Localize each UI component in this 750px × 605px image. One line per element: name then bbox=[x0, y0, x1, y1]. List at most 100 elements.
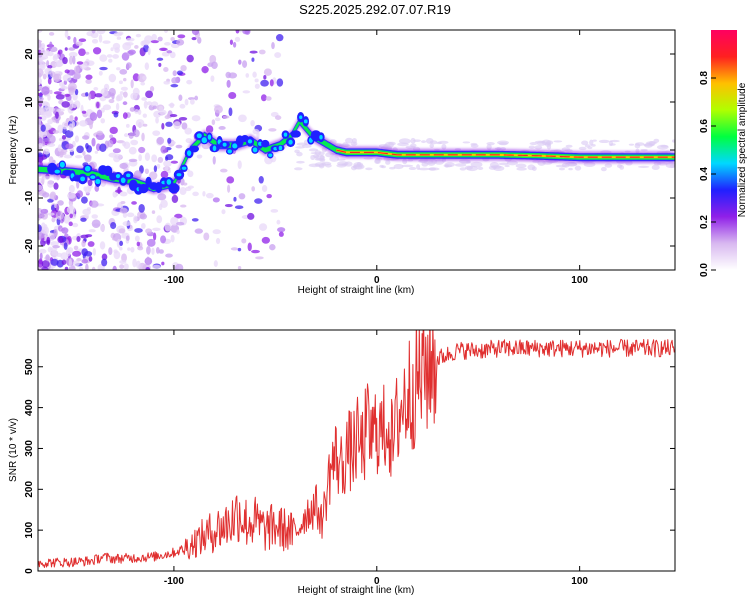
spectrogram-noise-speckle bbox=[94, 150, 99, 154]
spectrogram-noise-speckle bbox=[145, 90, 154, 99]
snr-panel: -100 0 100 0 100 200 300 400 500 Height of stra… bbox=[8, 329, 676, 596]
colorbar-gradient bbox=[711, 30, 737, 270]
spectrogram-noise-speckle bbox=[161, 122, 165, 130]
spectrogram-noise-speckle bbox=[84, 51, 90, 55]
spectrogram-halo-speckle bbox=[581, 140, 589, 146]
spectrogram-noise-speckle bbox=[71, 102, 78, 109]
spectrogram-noise-speckle bbox=[65, 143, 74, 150]
spectrogram-noise-speckle bbox=[119, 69, 128, 75]
colorbar-tick-label: 0.4 bbox=[699, 167, 710, 181]
spectrogram-noise-speckle bbox=[263, 68, 272, 76]
spectrogram-halo-speckle bbox=[462, 141, 471, 144]
spectrogram-halo-speckle bbox=[466, 165, 479, 172]
spectrogram-halo-speckle bbox=[574, 165, 582, 171]
spectrogram-noise-speckle bbox=[194, 228, 203, 234]
spectrogram-noise-speckle bbox=[74, 88, 79, 96]
spectrogram-noise-speckle bbox=[176, 229, 180, 235]
spectrogram-noise-speckle bbox=[42, 192, 50, 198]
spectrogram-noise-speckle bbox=[91, 266, 96, 270]
spectrogram-ridge-peak bbox=[336, 149, 675, 158]
spectrogram-noise-speckle bbox=[141, 132, 145, 142]
spectrogram-halo-speckle bbox=[488, 165, 497, 170]
spectrogram-noise-speckle bbox=[38, 130, 48, 138]
spectrogram-noise-speckle bbox=[141, 39, 150, 46]
spectrogram-noise-speckle bbox=[242, 90, 251, 94]
spectrogram-ridge-core bbox=[288, 139, 293, 145]
spectrogram-noise-speckle bbox=[63, 242, 68, 250]
spectrogram-noise-speckle bbox=[84, 214, 89, 218]
spectrogram-noise-speckle bbox=[238, 114, 247, 123]
spectrogram-noise-speckle bbox=[38, 143, 43, 148]
spectrogram-noise-speckle bbox=[202, 190, 206, 197]
spectrogram-noise-speckle bbox=[53, 53, 61, 59]
spectrogram-halo-speckle bbox=[651, 164, 660, 171]
spectrogram-halo-speckle bbox=[589, 139, 594, 146]
spectrogram-noise-speckle bbox=[58, 138, 64, 142]
spectrogram-noise-speckle bbox=[122, 212, 128, 218]
spectrogram-noise-speckle bbox=[276, 219, 281, 225]
figure-title: S225.2025.292.07.07.R19 bbox=[299, 2, 451, 17]
spectrogram-noise-speckle bbox=[64, 93, 71, 97]
spectrogram-noise-speckle bbox=[108, 58, 113, 63]
spectrogram-halo-speckle bbox=[413, 139, 422, 142]
spectrogram-noise-speckle bbox=[163, 30, 169, 34]
spectrogram-halo-speckle bbox=[592, 139, 597, 142]
spectrogram-noise-speckle bbox=[128, 132, 134, 139]
spectrogram-halo-speckle bbox=[637, 165, 650, 168]
spectrogram-noise-speckle bbox=[99, 224, 105, 232]
spectrogram-noise-speckle bbox=[38, 68, 44, 77]
spectrogram-noise-speckle bbox=[52, 245, 60, 249]
spectrogram-noise-speckle bbox=[73, 36, 77, 44]
spectrogram-halo-speckle bbox=[325, 163, 332, 168]
spectrogram-noise-speckle bbox=[116, 94, 123, 101]
spectrogram-noise-speckle bbox=[98, 70, 103, 76]
spectrogram-halo-speckle bbox=[388, 141, 396, 146]
spectrogram-noise-speckle bbox=[52, 130, 59, 134]
spectrogram-noise-speckle bbox=[238, 59, 242, 65]
spectrogram-noise-speckle bbox=[82, 150, 86, 156]
colorbar-tick-label: 0.0 bbox=[699, 263, 710, 277]
spectrogram-noise-speckle bbox=[169, 51, 176, 59]
spectrogram-noise-speckle bbox=[140, 81, 146, 86]
spectrogram-noise-speckle bbox=[136, 241, 141, 247]
spectrogram-noise-speckle bbox=[152, 130, 161, 136]
spectrogram-noise-speckle bbox=[114, 154, 123, 160]
spectrogram-halo-speckle bbox=[385, 160, 391, 165]
spectrogram-noise-speckle bbox=[38, 177, 42, 182]
spectrogram-noise-speckle bbox=[56, 204, 60, 211]
spectrogram-noise-speckle bbox=[78, 48, 86, 57]
spectrogram-halo-speckle bbox=[604, 163, 613, 168]
spectrogram-noise-speckle bbox=[232, 41, 237, 48]
spectrogram-noise-speckle bbox=[184, 98, 189, 106]
spectrogram-noise-speckle bbox=[189, 98, 195, 105]
spectrogram-noise-speckle bbox=[160, 170, 169, 179]
spectrogram-noise-speckle bbox=[119, 207, 128, 214]
spectrogram-noise-speckle bbox=[96, 30, 106, 35]
spectrogram-noise-speckle bbox=[68, 55, 73, 65]
spectrogram-halo-speckle bbox=[429, 143, 434, 149]
spectrogram-halo-speckle bbox=[401, 164, 414, 168]
spectrogram-halo-speckle bbox=[301, 144, 312, 148]
spectrogram-halo-speckle bbox=[598, 139, 610, 144]
spectrogram-noise-speckle bbox=[261, 236, 270, 244]
spectrogram-noise-speckle bbox=[271, 41, 275, 50]
spectrogram-noise-speckle bbox=[68, 221, 73, 227]
spectrogram-noise-speckle bbox=[138, 203, 145, 213]
spectrogram-halo-speckle bbox=[587, 146, 593, 150]
spectrogram-noise-speckle bbox=[91, 219, 101, 229]
spectrogram-noise-speckle bbox=[164, 222, 172, 232]
spectrogram-ridge-core bbox=[278, 145, 283, 151]
spectrogram-noise-speckle bbox=[110, 47, 114, 52]
spectrogram-ridge-core bbox=[252, 147, 258, 153]
spectrogram-noise-speckle bbox=[46, 143, 56, 147]
spectrogram-noise-speckle bbox=[46, 236, 51, 246]
spectrogram-noise-speckle bbox=[150, 40, 159, 44]
spectrogram-noise-speckle bbox=[218, 126, 226, 130]
spectrogram-noise-speckle bbox=[41, 228, 48, 234]
spectrogram-y-tick-label: -20 bbox=[24, 238, 35, 253]
spectrogram-noise-speckle bbox=[254, 83, 260, 89]
spectrogram-noise-speckle bbox=[53, 91, 62, 95]
spectrogram-noise-speckle bbox=[72, 222, 79, 228]
spectrogram-noise-speckle bbox=[62, 56, 68, 65]
snr-y-tick-label: 200 bbox=[24, 481, 35, 498]
